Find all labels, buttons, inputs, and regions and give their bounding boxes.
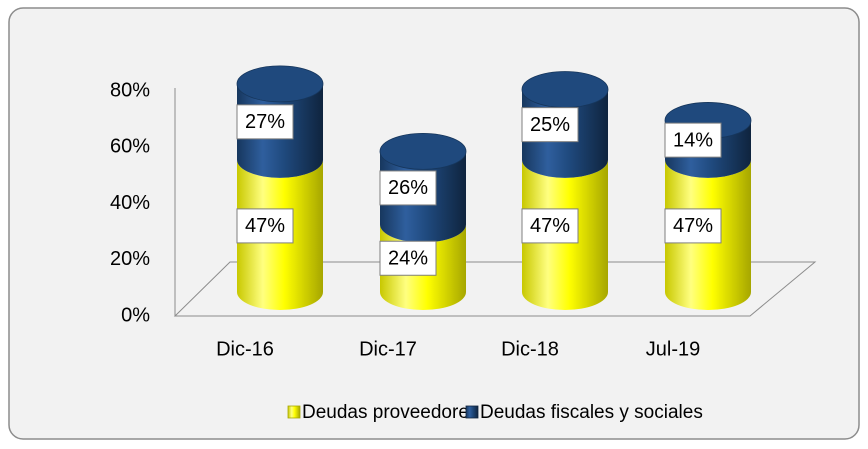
value-label: 25%: [530, 114, 570, 136]
cylinder-top: [379, 132, 467, 170]
x-tick-label: Dic-18: [501, 338, 559, 360]
value-label-box: [521, 107, 579, 143]
legend-swatch: [465, 405, 479, 419]
value-label-box: [521, 208, 579, 244]
y-tick-label: 20%: [110, 248, 150, 270]
value-label: 14%: [673, 129, 713, 151]
value-label-box: [664, 208, 722, 244]
legend-swatch: [287, 405, 301, 419]
cylinder-top: [236, 65, 324, 103]
cylinder-top: [521, 71, 609, 108]
legend-label: Deudas fiscales y sociales: [480, 402, 703, 423]
y-tick-label: 80%: [110, 79, 150, 101]
value-label: 47%: [530, 215, 570, 237]
x-tick-label: Jul-19: [646, 338, 700, 360]
x-tick-label: Dic-17: [359, 338, 417, 360]
value-label: 27%: [245, 111, 285, 133]
value-label-box: [236, 208, 294, 244]
x-tick-label: Dic-16: [216, 338, 274, 360]
value-label-box: [379, 170, 437, 206]
y-tick-label: 0%: [121, 304, 150, 326]
legend-label: Deudas proveedores: [302, 402, 478, 423]
value-label-box: [664, 122, 722, 158]
value-label: 47%: [245, 215, 285, 237]
value-label: 47%: [673, 215, 713, 237]
value-label: 26%: [388, 177, 428, 199]
value-label: 24%: [388, 248, 428, 270]
value-label-box: [236, 104, 294, 140]
value-label-box: [379, 240, 437, 276]
y-tick-label: 60%: [110, 136, 150, 158]
floor: [173, 261, 817, 317]
y-tick-label: 40%: [110, 192, 150, 214]
